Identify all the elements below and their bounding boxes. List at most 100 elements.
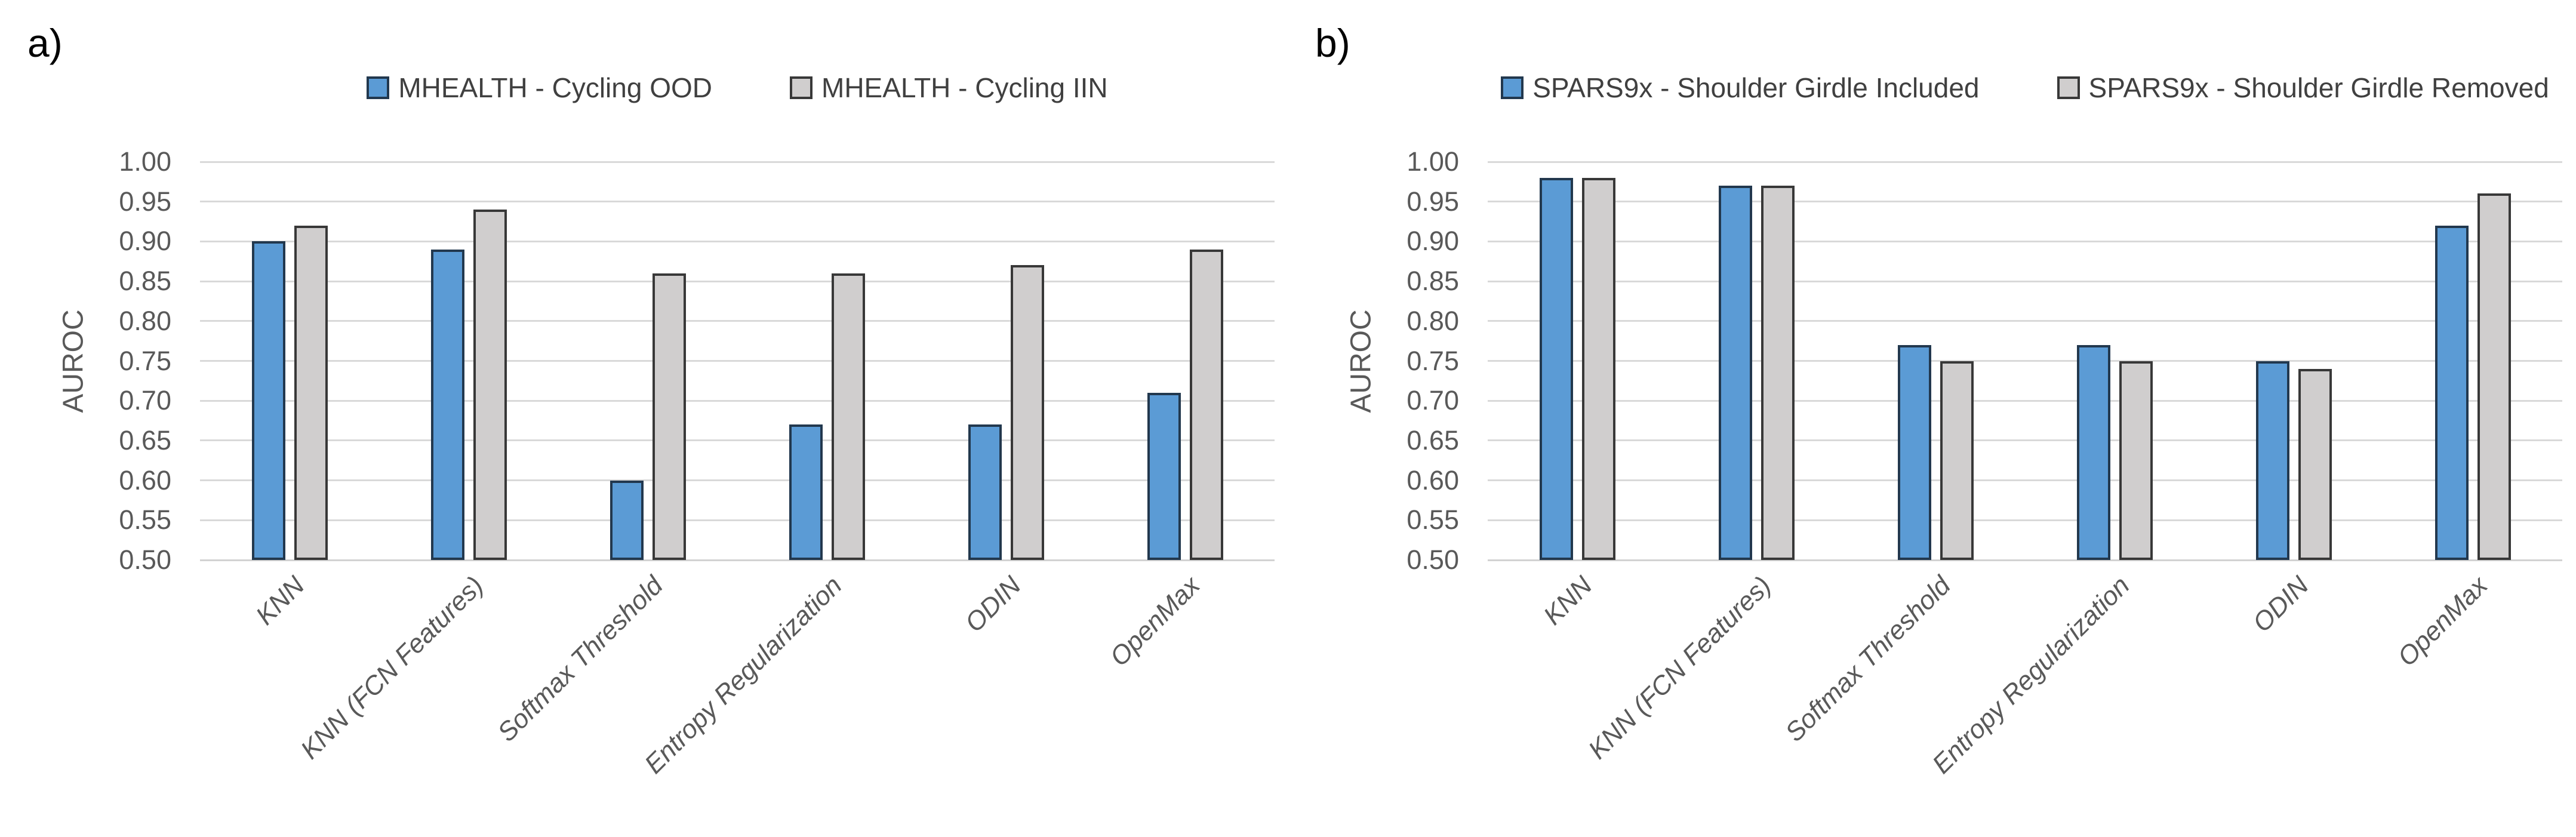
bar-series-1 [1761,186,1795,560]
x-axis-category-label: Softmax Threshold [491,571,669,747]
bar-series-0 [1147,392,1181,560]
y-axis-tick-label: 0.70 [119,385,171,416]
y-axis-title: AUROC [57,309,90,413]
bar-series-1 [2477,193,2511,560]
bar-series-1 [652,273,686,560]
x-axis-category-label: OpenMax [1104,571,1206,672]
gridline [200,161,1275,163]
legend-swatch-blue [1501,76,1524,99]
y-axis-tick-label: 0.80 [1407,305,1459,336]
panel-label-a: a) [27,21,63,65]
gridline [1488,479,2562,482]
gridline [200,519,1275,521]
y-axis-tick-label: 0.65 [119,424,171,456]
category-group: Softmax Threshold [492,162,737,747]
legend-b: SPARS9x - Shoulder Girdle Included SPARS… [1488,72,2562,104]
y-axis-title: AUROC [1345,309,1377,413]
bar-series-1 [473,210,507,560]
gridline [1488,559,2562,561]
x-axis-category-label: Entropy Regularization [639,571,848,780]
gridline [1488,280,2562,282]
bar-series-1 [831,273,865,560]
legend-swatch-blue [367,76,390,99]
bar-series-0 [2076,344,2110,560]
y-axis-tick-label: 0.55 [1407,504,1459,536]
y-axis-tick-label: 0.60 [119,464,171,496]
gridline [1488,439,2562,442]
y-axis-tick-label: 0.85 [1407,266,1459,297]
y-axis-tick-label: 1.00 [1407,146,1459,177]
y-axis-tick-label: 0.55 [119,504,171,536]
y-axis-tick-label: 0.50 [1407,544,1459,575]
plot-area-a: AUROC 1.00 0.95 0.90 0.85 0.80 0.75 0.70 0.65 0.… [58,146,1275,779]
category-group: Entropy Regularization [639,162,916,779]
bar-series-1 [1940,361,1974,560]
x-axis-category-label: KNN [250,571,310,631]
bar-series-0 [1897,344,1931,560]
bar-series-1 [1189,249,1223,560]
legend-swatch-gray [2057,76,2080,99]
y-axis-tick-label: 0.85 [119,266,171,297]
y-axis-tick-label: 0.50 [119,544,171,575]
y-axis-tick-label: 0.90 [119,226,171,257]
bar-series-1 [1581,177,1615,560]
gridline [200,479,1275,482]
legend-a: MHEALTH - Cycling OOD MHEALTH - Cycling … [200,72,1275,104]
legend-swatch-gray [790,76,812,99]
y-axis-tick-label: 0.80 [119,305,171,336]
category-group: ODIN [916,162,1095,638]
gridline [200,559,1275,561]
category-group: ODIN [2204,162,2383,638]
bar-series-0 [430,249,464,560]
gridline [200,201,1275,203]
y-axis-tick-label: 0.95 [1407,186,1459,217]
legend-label: MHEALTH - Cycling OOD [398,72,712,103]
y-axis-tick-label: 0.70 [1407,385,1459,416]
gridline [200,280,1275,282]
gridline [1488,399,2562,402]
bar-series-0 [2255,361,2289,560]
legend-label: SPARS9x - Shoulder Girdle Removed [2088,72,2549,103]
x-axis-category-label: ODIN [2247,571,2315,638]
gridline [200,399,1275,402]
gridline [1488,519,2562,521]
bar-series-0 [968,424,1002,560]
category-group: Softmax Threshold [1780,162,2025,747]
bar-series-0 [251,241,285,560]
category-group: OpenMax [1095,162,1275,672]
y-axis-tick-label: 0.95 [119,186,171,217]
category-group: KNN [1488,162,1667,630]
gridline [200,439,1275,442]
x-axis-category-label: Softmax Threshold [1779,571,1956,747]
gridline [1488,360,2562,362]
x-axis-category-label: Entropy Regularization [1926,571,2135,780]
bar-series-1 [2119,361,2153,560]
gridline [1488,240,2562,242]
legend-item: MHEALTH - Cycling IIN [790,72,1108,104]
bar-series-0 [610,480,644,560]
bar-series-0 [789,424,823,560]
x-axis-category-label: OpenMax [2392,571,2494,672]
category-group: OpenMax [2383,162,2562,672]
legend-label: MHEALTH - Cycling IIN [821,72,1108,103]
x-axis-category-label: KNN (FCN Features) [295,571,490,765]
category-group: KNN (FCN Features) [296,162,558,765]
bar-series-1 [2298,368,2332,560]
y-axis-tick-label: 0.90 [1407,226,1459,257]
x-axis-category-label: KNN [1538,571,1598,631]
gridline [1488,161,2562,163]
category-group: Entropy Regularization [1926,162,2204,779]
bar-series-0 [1718,186,1752,560]
y-axis-tick-label: 0.60 [1407,464,1459,496]
gridline [200,240,1275,242]
x-axis-category-label: KNN (FCN Features) [1583,571,1777,765]
gridline [200,360,1275,362]
legend-item: SPARS9x - Shoulder Girdle Included [1501,72,1980,104]
category-group: KNN (FCN Features) [1583,162,1846,765]
gridline [1488,201,2562,203]
chart-panel-b: b) SPARS9x - Shoulder Girdle Included SP… [1288,0,2576,837]
x-axis-category-label: ODIN [959,571,1027,638]
bar-series-1 [1010,265,1044,560]
chart-panel-a: a) MHEALTH - Cycling OOD MHEALTH - Cycli… [27,21,1275,779]
